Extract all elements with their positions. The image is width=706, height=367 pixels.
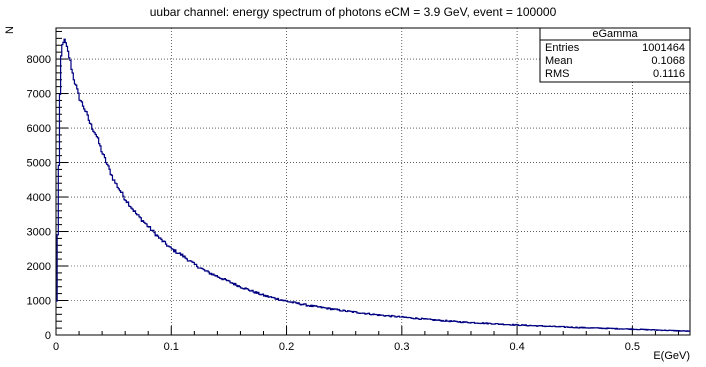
x-tick-label: 0.4 [509,341,524,353]
stats-box-title: eGamma [592,28,638,40]
axis-tick-labels: 0 0.1 0.2 0.3 0.4 0.5 0 1000 2000 3000 4000 5000 600… [27,54,640,353]
stats-rms-label: RMS [545,68,569,80]
y-tick-label: 1000 [27,296,51,308]
x-tick-label: 0.3 [394,341,409,353]
stats-box: eGamma Entries 1001464 Mean 0.1068 RMS 0… [539,27,691,83]
stats-entries-label: Entries [545,42,580,54]
plot-frame [55,27,691,336]
y-tick-label: 8000 [27,54,51,66]
y-axis-title: N [4,26,16,34]
x-tick-label: 0.5 [625,341,640,353]
y-tick-label: 3000 [27,227,51,239]
stats-mean-label: Mean [545,55,573,67]
chart-title: uubar channel: energy spectrum of photon… [150,5,557,19]
y-tick-label: 0 [45,330,51,342]
y-tick-label: 6000 [27,123,51,135]
x-tick-label: 0.2 [279,341,294,353]
y-tick-label: 5000 [27,158,51,170]
x-axis-title: E(GeV) [653,350,690,362]
y-tick-label: 2000 [27,261,51,273]
stats-mean-value: 0.1068 [651,55,685,67]
series-line [56,38,690,332]
stats-box-frame [539,27,691,83]
stats-rms-value: 0.1116 [653,68,685,80]
stats-entries-value: 1001464 [642,42,685,54]
axis-ticks [55,30,679,336]
x-tick-label: 0 [53,341,59,353]
y-tick-label: 4000 [27,192,51,204]
x-tick-label: 0.1 [164,341,179,353]
y-tick-label: 7000 [27,89,51,101]
